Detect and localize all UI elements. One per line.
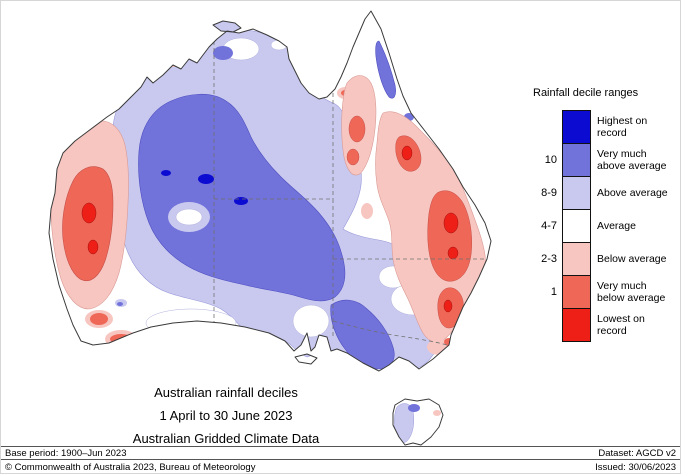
region-very-much-above-average-capeyork-coast <box>375 40 396 99</box>
legend-label: Above average <box>597 186 668 199</box>
region-very-much-above-average-darwin <box>213 46 233 60</box>
legend-label: Below average <box>597 252 667 265</box>
legend-row: 4-7 Average <box>533 209 680 243</box>
legend-swatch-highest-on-record <box>562 110 591 144</box>
legend-label: Lowest on record <box>597 312 645 338</box>
legend-label: Highest on record <box>597 114 648 140</box>
tasmania-outline <box>392 398 444 446</box>
legend-swatch-average <box>562 209 591 243</box>
footer-copyright-bar: © Commonwealth of Australia 2023, Bureau… <box>1 460 680 473</box>
legend-decile-number: 2-3 <box>541 253 557 265</box>
region-highest-on-record-2 <box>234 197 248 205</box>
region-below-average-kimberley1 <box>151 64 167 74</box>
state-borders <box>213 41 488 347</box>
region-very-much-below-average-capeyork1 <box>348 115 366 143</box>
region-average-hole-sa <box>292 304 330 338</box>
region-below-average-sw2 <box>105 330 137 348</box>
legend-row: 8-9 Above average <box>533 176 680 210</box>
legend-row: 2-3 Below average <box>533 242 680 276</box>
region-very-much-below-average-sw1 <box>90 313 108 325</box>
legend-decile-number: 4-7 <box>541 220 557 232</box>
issued-text: Issued: 30/06/2023 <box>595 462 676 473</box>
region-very-much-above-average-tasmania <box>408 404 420 412</box>
map-period: 1 April to 30 June 2023 <box>159 408 293 423</box>
footer-info-bar: Base period: 1900–Jun 2023 Dataset: AGCD… <box>1 446 680 460</box>
region-very-much-above-average-sw-speck <box>117 302 123 306</box>
legend-row: Highest on record <box>533 110 680 144</box>
legend-label: Very much below average <box>597 279 666 305</box>
legend-swatch-very-much-below-average <box>562 275 591 309</box>
legend-label: Average <box>597 219 636 232</box>
legend-label: Very much above average <box>597 147 667 173</box>
region-lowest-on-record-east2 <box>443 212 459 234</box>
region-lowest-on-record-west1 <box>81 202 97 224</box>
legend-swatch-below-average <box>562 242 591 276</box>
region-lowest-on-record-east1 <box>401 145 413 161</box>
region-below-average-tasmania <box>433 410 441 416</box>
legend-decile-number: 1 <box>550 286 557 298</box>
copyright-text: © Commonwealth of Australia 2023, Bureau… <box>5 462 256 473</box>
region-very-much-below-average-capeyork2 <box>346 148 360 166</box>
map-dataset-name: Australian Gridded Climate Data <box>132 431 320 446</box>
coastline <box>48 10 492 446</box>
base-period-text: Base period: 1900–Jun 2023 <box>5 447 127 459</box>
region-lowest-on-record-east3 <box>447 246 459 260</box>
legend-row: 1 Very much below average <box>533 275 680 309</box>
map-title: Australian rainfall deciles <box>154 385 298 400</box>
legend-swatch-very-much-above-average <box>562 143 591 177</box>
region-lowest-on-record-east4 <box>443 299 453 313</box>
region-very-much-below-average-kimberley <box>155 66 163 72</box>
legend-swatch-lowest-on-record <box>562 308 591 342</box>
region-highest-on-record-1 <box>198 174 214 184</box>
title-block: Australian rainfall deciles 1 April to 3… <box>41 381 411 450</box>
legend-decile-number: 8-9 <box>541 187 557 199</box>
dataset-text: Dataset: AGCD v2 <box>598 447 676 459</box>
legend-title: Rainfall decile ranges <box>533 87 639 99</box>
region-very-much-below-average-sw2 <box>110 334 132 344</box>
region-below-average-kimberley2 <box>168 59 178 67</box>
region-average-hole-inner <box>175 208 203 226</box>
region-very-much-below-average-west <box>62 166 114 281</box>
legend: Rainfall decile ranges Highest on record… <box>533 87 680 342</box>
melville-island-outline <box>212 20 242 33</box>
kangaroo-island-outline <box>294 353 318 365</box>
legend-swatch-above-average <box>562 176 591 210</box>
region-highest-on-record-3 <box>161 170 171 176</box>
region-below-average-east-outlier <box>361 203 373 219</box>
legend-row: Lowest on record <box>533 308 680 342</box>
legend-row: 10 Very much above average <box>533 143 680 177</box>
legend-decile-number: 10 <box>544 154 557 166</box>
region-lowest-on-record-west2 <box>87 239 99 255</box>
